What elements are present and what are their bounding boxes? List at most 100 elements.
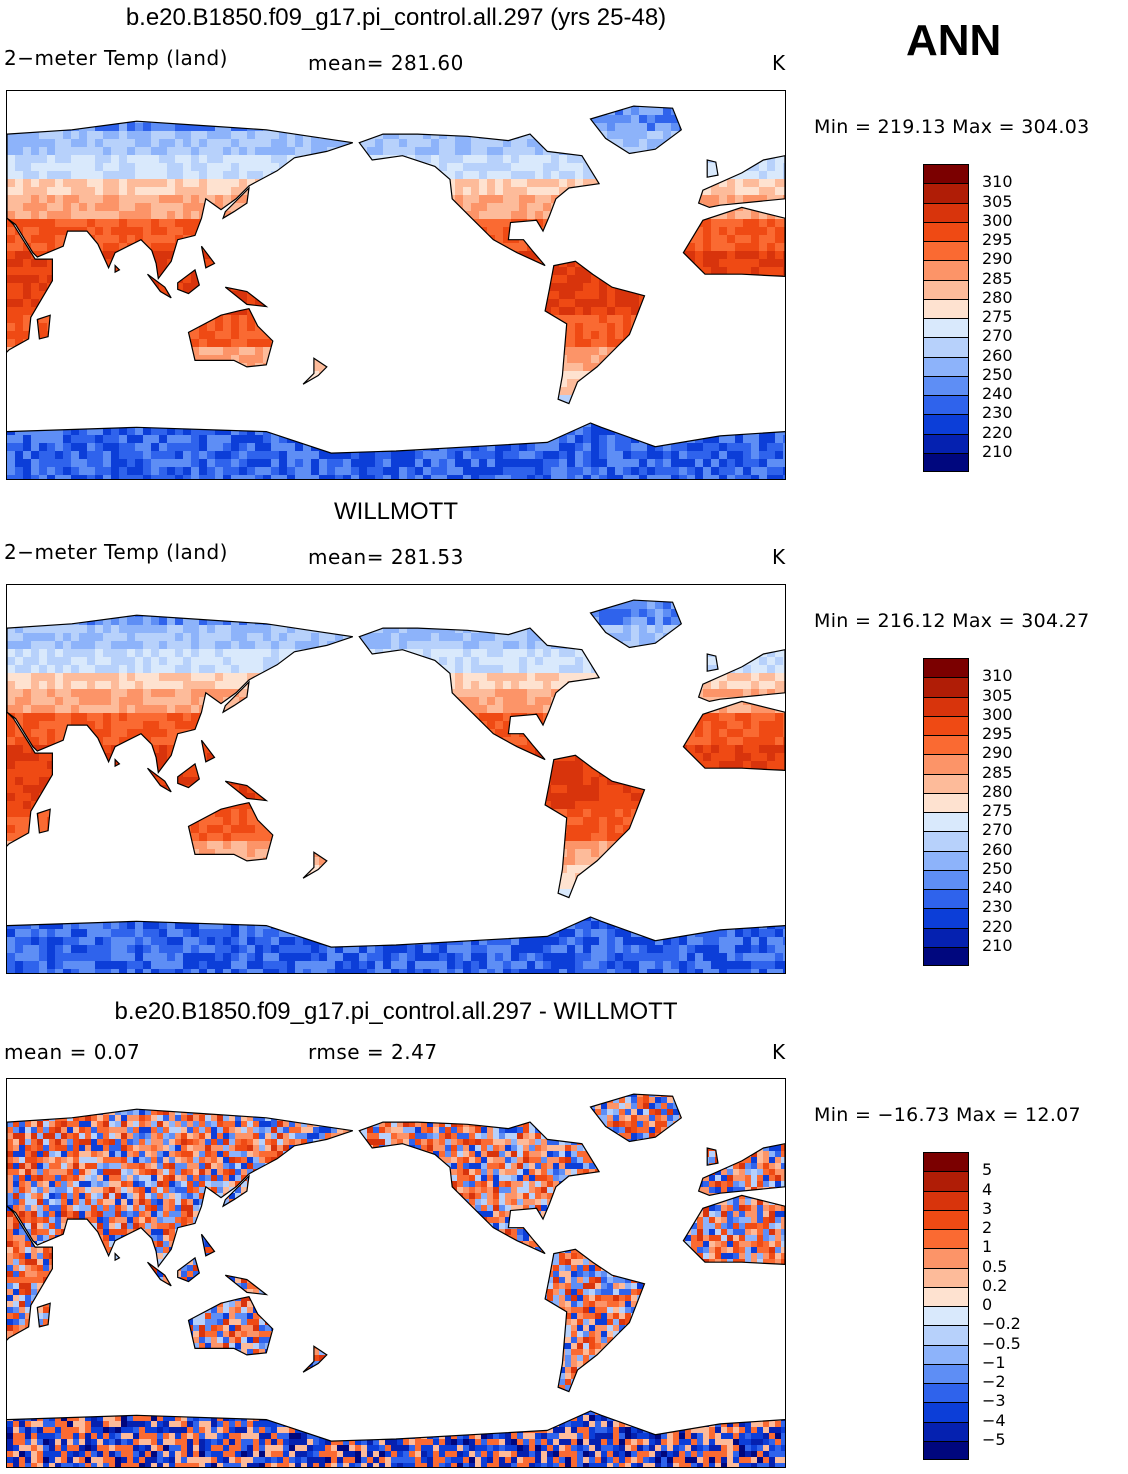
colorbar-cell (923, 812, 969, 832)
colorbar-cell (923, 831, 969, 851)
colorbar-cell (923, 241, 969, 261)
unit-label: K (772, 1040, 786, 1064)
colorbar-cell (923, 1421, 969, 1441)
colorbar-tick-label: 290 (982, 249, 1013, 269)
colorbar-cell (923, 1402, 969, 1422)
colorbar-cell (923, 279, 969, 299)
unit-label: K (772, 51, 786, 75)
colorbar-cell (923, 889, 969, 909)
mean-label: mean= 281.53 (308, 545, 464, 569)
colorbar-cell (923, 927, 969, 947)
colorbar-tick-label: 300 (982, 704, 1013, 724)
colorbar-cell (923, 1152, 969, 1172)
colorbar-tick-label: 300 (982, 210, 1013, 230)
colorbar-cell (923, 298, 969, 318)
colorbar-tick-label: 4 (982, 1179, 993, 1199)
colorbar-cell (923, 1248, 969, 1268)
panel-observation: WILLMOTT 2−meter Temp (land) mean= 281.5… (4, 498, 1090, 974)
colorbar-tick-label: 240 (982, 878, 1013, 897)
colorbar (923, 164, 969, 472)
colorbar-tick-label: 240 (982, 384, 1013, 403)
panel-title: b.e20.B1850.f09_g17.pi_control.all.297 (… (125, 4, 667, 31)
colorbar-cell (923, 1209, 969, 1229)
colorbar-cell (923, 773, 969, 793)
colorbar-tick-label: 0.2 (982, 1275, 1008, 1295)
colorbar-tick-label: 210 (982, 441, 1013, 461)
colorbar-tick-label: 285 (982, 762, 1013, 782)
map-plot (6, 584, 786, 974)
colorbar-tick-label: −4 (982, 1410, 1006, 1430)
colorbar-tick-label: 295 (982, 724, 1013, 743)
colorbar-cell (923, 908, 969, 928)
colorbar-tick-label: 260 (982, 345, 1013, 365)
colorbar-tick-label: 250 (982, 364, 1013, 384)
panel-title: WILLMOTT (334, 498, 458, 525)
colorbar-tick-label: 1 (982, 1237, 993, 1257)
colorbar-cell (923, 1383, 969, 1403)
colorbar-tick-label: 230 (982, 403, 1013, 423)
colorbar-cell (923, 1306, 969, 1326)
mean-label: mean= 281.60 (308, 51, 464, 75)
colorbar-tick-label: 270 (982, 820, 1013, 840)
colorbar-cell (923, 1229, 969, 1249)
colorbar-cell (923, 715, 969, 735)
panel-model: b.e20.B1850.f09_g17.pi_control.all.297 (… (0, 0, 1128, 490)
colorbar-cell (923, 202, 969, 222)
season-label: ANN (906, 16, 1002, 65)
colorbar-cell (923, 318, 969, 338)
colorbar-tick-label: −1 (982, 1352, 1006, 1372)
colorbar-tick-label: −3 (982, 1391, 1006, 1411)
colorbar-tick-label: −0.5 (982, 1333, 1021, 1353)
colorbar-tick-label: −2 (982, 1372, 1006, 1391)
colorbar-tick-label: 285 (982, 268, 1013, 288)
unit-label: K (772, 545, 786, 569)
variable-label: 2−meter Temp (land) (4, 540, 228, 564)
colorbar-tick-label: −5 (982, 1429, 1006, 1449)
colorbar-cell (923, 164, 969, 184)
colorbar-cell (923, 754, 969, 774)
colorbar-tick-label: 275 (982, 307, 1013, 326)
colorbar-cell (923, 677, 969, 697)
colorbar-cell (923, 433, 969, 453)
colorbar-cell (923, 414, 969, 434)
colorbar-cell (923, 1286, 969, 1306)
colorbar-tick-label: 260 (982, 839, 1013, 859)
colorbar-tick-label: 270 (982, 326, 1013, 346)
colorbar-cell (923, 792, 969, 812)
map-plot (6, 1078, 786, 1468)
colorbar-cell (923, 1344, 969, 1364)
colorbar-tick-label: 5 (982, 1160, 993, 1180)
colorbar-tick-label: 280 (982, 287, 1013, 307)
panel-title: b.e20.B1850.f09_g17.pi_control.all.297 -… (114, 998, 678, 1025)
min-max-label: Min = 216.12 Max = 304.27 (814, 610, 1090, 632)
colorbar-cell (923, 1171, 969, 1191)
colorbar-cell (923, 735, 969, 755)
colorbar-tick-label: 210 (982, 935, 1013, 955)
colorbar-tick-label: 3 (982, 1198, 993, 1218)
colorbar-tick-label: 220 (982, 422, 1013, 442)
colorbar-tick-label: 250 (982, 858, 1013, 878)
colorbar-tick-label: 310 (982, 666, 1013, 686)
map-plot (6, 90, 786, 480)
colorbar-cell (923, 452, 969, 472)
colorbar-cell (923, 1440, 969, 1460)
colorbar-tick-label: 295 (982, 230, 1013, 249)
variable-label: 2−meter Temp (land) (4, 46, 228, 70)
colorbar-cell (923, 1325, 969, 1345)
colorbar-cell (923, 356, 969, 376)
min-max-label: Min = 219.13 Max = 304.03 (814, 116, 1090, 138)
colorbar-cell (923, 183, 969, 203)
colorbar (923, 658, 969, 966)
min-max-label: Min = −16.73 Max = 12.07 (814, 1104, 1081, 1126)
colorbar-cell (923, 658, 969, 678)
colorbar-cell (923, 1267, 969, 1287)
colorbar-cell (923, 696, 969, 716)
colorbar-cell (923, 946, 969, 966)
colorbar-tick-label: −0.2 (982, 1314, 1021, 1334)
colorbar-cell (923, 869, 969, 889)
colorbar-tick-label: 275 (982, 801, 1013, 820)
colorbar-tick-label: 2 (982, 1218, 993, 1237)
colorbar-cell (923, 850, 969, 870)
rmse-label: rmse = 2.47 (308, 1040, 438, 1064)
